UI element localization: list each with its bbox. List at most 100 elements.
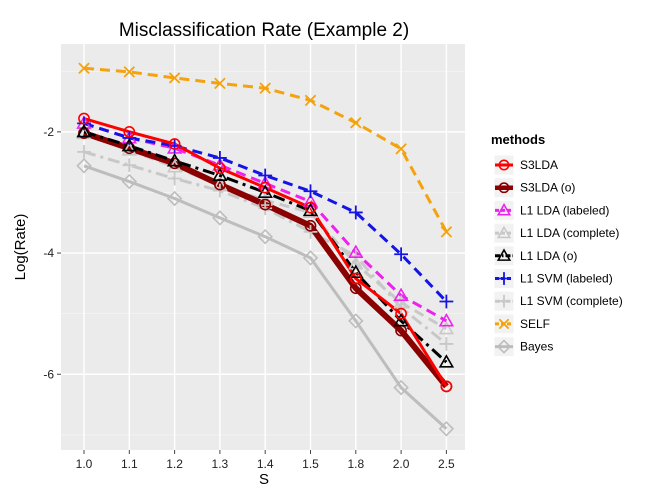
data-point-l1-lda-o [76, 123, 92, 138]
x-tick-label: 2.0 [393, 457, 410, 471]
data-point-s3lda [123, 125, 136, 138]
y-axis-title: Log(Rate) [12, 214, 29, 281]
legend-entry-s3lda-o: S3LDA (o) [493, 177, 575, 199]
data-point-l1-svm-labeled [258, 168, 273, 183]
data-point-l1-lda-labeled [257, 175, 273, 189]
x-tick-label: 1.4 [257, 457, 274, 471]
legend-label: L1 SVM (labeled) [520, 272, 613, 286]
data-point-l1-lda-complete [257, 192, 273, 206]
data-point-self [214, 77, 226, 90]
legend-key-marker [496, 248, 512, 261]
data-point-s3lda [440, 380, 453, 393]
legend-title: methods [491, 132, 545, 147]
data-point-l1-lda-complete [348, 256, 364, 270]
data-point-l1-lda-complete [121, 142, 137, 156]
data-point-l1-lda-o [166, 153, 183, 167]
legend-key-marker [497, 272, 511, 285]
legend-label: S3LDA (o) [520, 181, 575, 195]
data-point-s3lda [213, 162, 226, 175]
data-point-bayes [348, 313, 364, 329]
data-point-s3lda-o [304, 219, 317, 232]
data-point-self [123, 66, 136, 78]
data-point-bayes [393, 379, 409, 396]
data-point-l1-lda-o [302, 202, 319, 217]
data-point-l1-lda-labeled [348, 244, 364, 258]
data-point-bayes [76, 158, 92, 174]
data-point-bayes [438, 421, 455, 437]
data-point-l1-svm-labeled [303, 184, 318, 199]
data-point-l1-lda-complete [438, 320, 455, 335]
y-tick-label: -6 [43, 367, 54, 381]
data-point-bayes [212, 210, 228, 226]
legend-label: L1 LDA (labeled) [520, 203, 609, 217]
legend-entry-self: SELF [493, 313, 550, 335]
data-point-l1-svm-labeled [439, 294, 454, 309]
chart-title: Misclassification Rate (Example 2) [119, 20, 409, 41]
x-axis-title: S [259, 471, 269, 488]
legend-entry-l1-lda-complete: L1 LDA (complete) [493, 222, 619, 244]
legend-label: S3LDA [520, 158, 558, 172]
legend-key-marker [498, 182, 510, 194]
series-markers [76, 62, 455, 437]
data-point-bayes [257, 228, 273, 245]
legend-label: Bayes [520, 340, 553, 354]
data-point-self [304, 94, 317, 107]
legend-label: L1 LDA (o) [520, 249, 577, 263]
legend-entry-bayes: Bayes [493, 336, 553, 358]
data-point-s3lda [349, 272, 362, 285]
legend-entry-l1-lda-labeled: L1 LDA (labeled) [493, 199, 609, 221]
series-line-bayes [83, 164, 448, 430]
legend-key-marker [498, 318, 510, 330]
data-point-l1-lda-o [121, 137, 137, 152]
data-point-l1-lda-labeled [302, 193, 319, 208]
data-point-s3lda-o [259, 198, 272, 211]
data-point-l1-lda-o [348, 264, 364, 278]
x-tick-label: 1.1 [121, 457, 138, 471]
data-point-self [395, 143, 407, 155]
series-line-l1-svm-labeled [83, 121, 448, 303]
data-point-l1-lda-o [393, 313, 409, 327]
legend-key-marker [496, 225, 512, 239]
data-point-l1-lda-labeled [393, 287, 409, 302]
legend-key-marker [496, 203, 512, 216]
legend-label: L1 SVM (complete) [520, 294, 623, 308]
data-point-bayes [302, 250, 319, 266]
data-point-l1-lda-labeled [438, 313, 455, 327]
y-tick-label: -4 [43, 246, 54, 260]
data-point-l1-svm-complete [167, 171, 182, 186]
legend-label: SELF [520, 317, 550, 331]
data-point-self [440, 226, 453, 238]
data-point-l1-svm-complete [439, 337, 454, 351]
data-point-self [350, 117, 362, 129]
x-tick-label: 1.8 [347, 457, 364, 471]
data-point-l1-svm-labeled [348, 205, 363, 220]
legend-entry-l1-lda-o: L1 LDA (o) [493, 245, 577, 267]
legend-key-marker [498, 159, 510, 171]
data-point-l1-svm-complete [303, 224, 318, 239]
data-point-l1-svm-complete [77, 144, 91, 159]
data-point-self [259, 82, 271, 94]
x-tick-label: 2.5 [438, 457, 455, 471]
x-tick-label: 1.0 [76, 457, 93, 471]
legend: methods S3LDA S3LDA (o) L1 LDA (labeled) L1… [491, 132, 623, 358]
data-point-l1-lda-o [212, 167, 228, 182]
x-tick-label: 1.2 [166, 457, 183, 471]
y-tick-label: -2 [43, 125, 54, 139]
legend-label: L1 LDA (complete) [520, 226, 619, 240]
data-point-l1-svm-labeled [394, 247, 408, 262]
legend-entry-l1-svm-complete: L1 SVM (complete) [493, 290, 623, 312]
series-line-l1-lda-o [83, 130, 448, 364]
axes: -2 -4 -6 1.0 1.1 1.2 1.3 1.4 1.5 1.8 2.0 2.5 [43, 125, 455, 471]
data-point-bayes [166, 190, 183, 207]
legend-entry-l1-svm-labeled: L1 SVM (labeled) [493, 268, 613, 289]
data-point-l1-lda-complete [393, 294, 409, 309]
data-point-s3lda [395, 307, 407, 320]
legend-key-marker [497, 294, 511, 308]
data-point-s3lda [259, 181, 272, 194]
legend-entry-s3lda: S3LDA [493, 154, 558, 176]
x-tick-label: 1.5 [302, 457, 319, 471]
legend-key-marker [496, 339, 512, 354]
data-point-bayes [121, 173, 138, 190]
data-point-self [78, 62, 90, 74]
